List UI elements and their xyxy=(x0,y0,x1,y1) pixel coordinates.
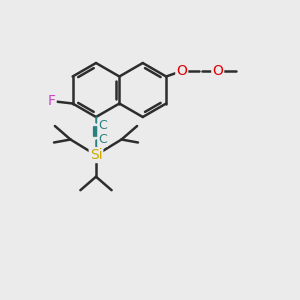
Text: C: C xyxy=(98,119,107,132)
Text: O: O xyxy=(176,64,187,78)
Text: Si: Si xyxy=(90,148,102,162)
Text: F: F xyxy=(48,94,56,107)
Text: C: C xyxy=(98,133,107,146)
Text: O: O xyxy=(212,64,223,78)
